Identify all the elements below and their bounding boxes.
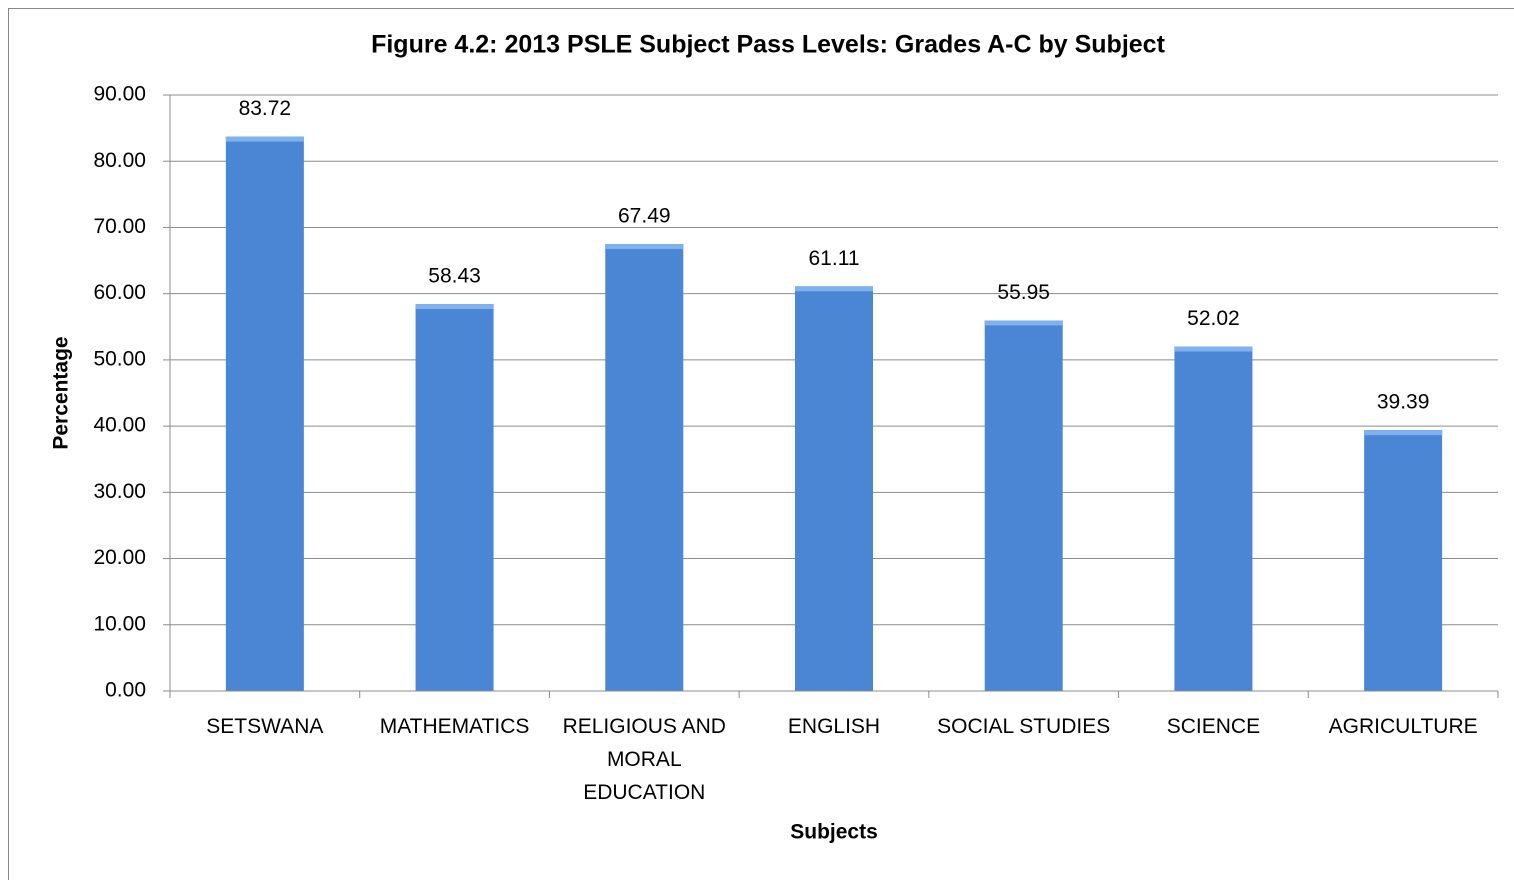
bar-cap <box>415 304 494 310</box>
chart-title: Figure 4.2: 2013 PSLE Subject Pass Level… <box>371 31 1165 59</box>
bar <box>1174 346 1253 691</box>
y-tick-label: 10.00 <box>93 612 146 635</box>
y-tick-label: 60.00 <box>93 281 146 304</box>
x-tick-label: MATHEMATICS <box>379 715 530 738</box>
y-tick-label: 90.00 <box>93 83 146 106</box>
y-tick-label: 80.00 <box>93 149 146 172</box>
bar <box>984 320 1063 691</box>
value-label: 39.39 <box>1377 391 1430 414</box>
x-tick-label: SCIENCE <box>1166 715 1261 738</box>
y-tick-label: 20.00 <box>93 546 146 569</box>
x-tick-label: SOCIAL STUDIES <box>937 715 1111 738</box>
value-label: 83.72 <box>239 97 292 120</box>
bar-cap <box>225 136 304 142</box>
bar-cap <box>605 244 684 250</box>
bar-cap <box>1174 346 1253 352</box>
x-tick-label: RELIGIOUS AND MORAL EDUCATION <box>562 715 726 804</box>
y-axis-title: Percentage <box>50 336 73 449</box>
bar-cap <box>984 320 1063 326</box>
y-tick-label: 30.00 <box>93 480 146 503</box>
bar <box>605 244 684 691</box>
value-label: 67.49 <box>618 205 671 228</box>
value-label: 52.02 <box>1187 307 1240 330</box>
value-label: 58.43 <box>428 265 481 288</box>
y-tick-label: 70.00 <box>93 215 146 238</box>
x-tick-label: ENGLISH <box>787 715 881 738</box>
y-tick-label: 0.00 <box>105 679 146 702</box>
bar <box>795 286 873 691</box>
x-tick-label: SETSWANA <box>206 715 324 738</box>
x-axis-title: Subjects <box>790 821 878 844</box>
bar <box>415 304 494 691</box>
bar-cap <box>1364 430 1443 436</box>
x-tick-label: AGRICULTURE <box>1328 715 1478 738</box>
y-tick-label: 50.00 <box>93 347 146 370</box>
value-label: 55.95 <box>997 281 1050 304</box>
chart-border <box>8 8 1514 880</box>
bar <box>225 136 304 692</box>
y-tick-label: 40.00 <box>93 414 146 437</box>
value-label: 61.11 <box>809 247 860 270</box>
bar-cap <box>795 286 873 292</box>
bar <box>1364 430 1443 691</box>
